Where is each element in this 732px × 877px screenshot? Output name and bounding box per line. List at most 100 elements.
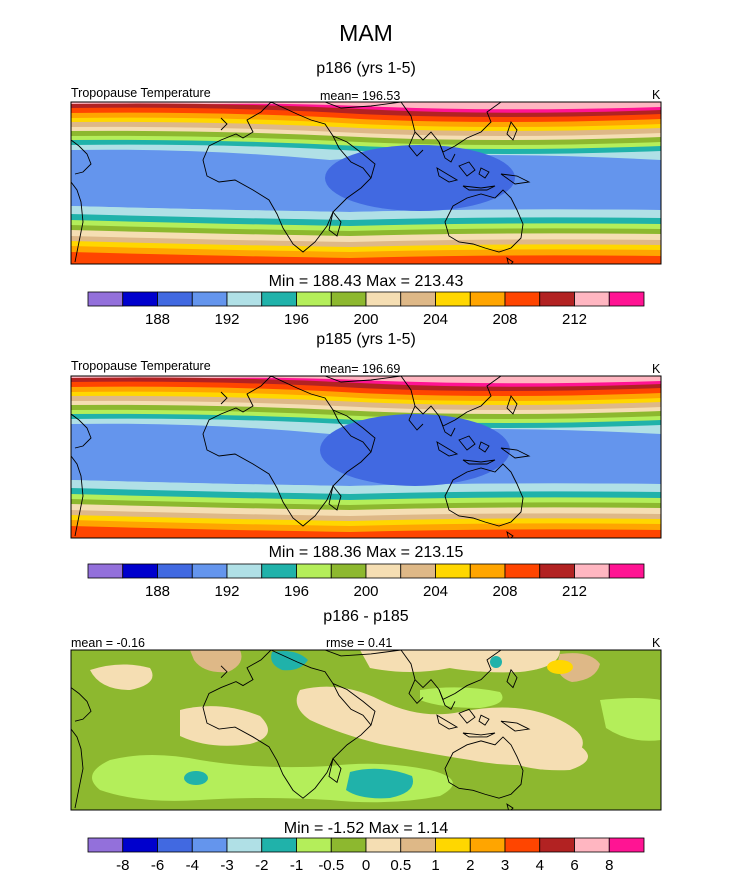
panel1-field-label: Tropopause Temperature xyxy=(71,86,211,100)
panel3-colorbar-tick-label: 8 xyxy=(605,857,613,874)
panel3-colorbar-tick-label: 2 xyxy=(466,857,474,874)
panel3-colorbar-swatch xyxy=(574,837,610,853)
panel1-colorbar-swatch xyxy=(435,291,471,307)
panel3-colorbar-swatch xyxy=(330,837,367,853)
panel2-colorbar-tick-label: 208 xyxy=(492,583,517,600)
panel3-colorbar-swatch xyxy=(435,837,471,853)
panel3-colorbar-swatch xyxy=(157,837,193,853)
panel2-colorbar-swatch xyxy=(574,563,610,579)
panel2-colorbar-tick-label: 204 xyxy=(423,583,448,600)
panel3-colorbar-tick-label: 6 xyxy=(570,857,578,874)
panel3-colorbar-tick-label: -6 xyxy=(151,857,164,874)
panel3-colorbar-tick-label: 1 xyxy=(431,857,439,874)
panel2-colorbar-tick-label: 212 xyxy=(562,583,587,600)
panel1-colorbar-swatch xyxy=(330,291,367,307)
panel1-colorbar-swatch xyxy=(261,291,297,307)
panel2-colorbar-tick-label: 196 xyxy=(284,583,309,600)
panel1-colorbar-swatch xyxy=(539,291,575,307)
panel3-units: K xyxy=(652,636,661,650)
panel1-map xyxy=(71,102,661,264)
panel3-colorbar-tick-label: 0.5 xyxy=(390,857,411,874)
panel3-colorbar-swatch xyxy=(365,837,402,853)
panel2-colorbar-swatch xyxy=(191,563,228,579)
panel2-minmax: Min = 188.36 Max = 213.15 xyxy=(268,544,464,561)
panel1-mean-label: mean= 196.53 xyxy=(320,89,401,103)
panel3-colorbar-swatch xyxy=(226,837,263,853)
panel3-colorbar-tick-label: -2 xyxy=(255,857,268,874)
panel1-colorbar-swatch xyxy=(469,291,506,307)
panel2-colorbar-tick-label: 188 xyxy=(145,583,170,600)
panel2-colorbar-swatch xyxy=(539,563,575,579)
panel1-minmax: Min = 188.43 Max = 213.43 xyxy=(268,273,464,290)
panel2-colorbar-swatch xyxy=(400,563,436,579)
panel2-colorbar-swatch xyxy=(226,563,263,579)
panel3-colorbar-swatch xyxy=(608,837,645,853)
panel3-colorbar-swatch xyxy=(400,837,436,853)
panel2-units: K xyxy=(652,362,661,376)
panel1-colorbar-tick-label: 196 xyxy=(284,311,309,328)
panel1-colorbar-swatch xyxy=(608,291,645,307)
panel1-colorbar-swatch xyxy=(87,291,124,307)
panel2-mean-label: mean= 196.69 xyxy=(320,362,401,376)
panel1-colorbar-swatch xyxy=(157,291,193,307)
panel3-mean-label: mean = -0.16 xyxy=(71,636,146,650)
panel1-colorbar-tick-label: 204 xyxy=(423,311,448,328)
panel3-colorbar-tick-label: -8 xyxy=(116,857,129,874)
panel3-colorbar-swatch xyxy=(87,837,124,853)
panel1-colorbar-swatch xyxy=(574,291,610,307)
panel1-frame xyxy=(70,101,662,265)
panel3-map xyxy=(71,650,661,810)
panel2-colorbar-swatch xyxy=(504,563,541,579)
panel3-frame xyxy=(70,649,662,811)
panel1-colorbar-tick-label: 212 xyxy=(562,311,587,328)
panel1-colorbar-tick-label: 192 xyxy=(214,311,239,328)
panel3-colorbar-swatch xyxy=(191,837,228,853)
panel3-colorbar-swatch xyxy=(261,837,297,853)
panel2-title: p185 (yrs 1-5) xyxy=(316,331,416,348)
panel3-colorbar-tick-label: 3 xyxy=(501,857,509,874)
panel3-title: p186 - p185 xyxy=(323,608,409,625)
panel3-colorbar-tick-label: 4 xyxy=(536,857,544,874)
panel2-colorbar-tick-label: 200 xyxy=(353,583,378,600)
panel2-frame xyxy=(70,375,662,539)
panel3-colorbar-swatch xyxy=(539,837,575,853)
panel3-rmse-label: rmse = 0.41 xyxy=(326,636,393,650)
panel1-colorbar-swatch xyxy=(226,291,263,307)
panel2-colorbar-swatch xyxy=(365,563,402,579)
panel1-colorbar-swatch xyxy=(122,291,158,307)
panel1-colorbar-swatch xyxy=(400,291,436,307)
panel2-colorbar: 188 192 196 200 204 208 212 xyxy=(87,563,645,600)
panel2-colorbar-swatch xyxy=(435,563,471,579)
panel2-colorbar-tick-label: 192 xyxy=(214,583,239,600)
panel1-title: p186 (yrs 1-5) xyxy=(316,60,416,77)
panel1-colorbar-tick-label: 200 xyxy=(353,311,378,328)
panel3-colorbar-swatch xyxy=(296,837,332,853)
panel2-colorbar-swatch xyxy=(330,563,367,579)
panel1-colorbar-tick-label: 208 xyxy=(492,311,517,328)
panel1-units: K xyxy=(652,88,661,102)
panel3-colorbar-swatch xyxy=(504,837,541,853)
panel3-colorbar-tick-label: -4 xyxy=(186,857,199,874)
panel3-minmax: Min = -1.52 Max = 1.14 xyxy=(283,820,449,837)
panel1-colorbar: 188 192 196 200 204 208 212 xyxy=(87,291,645,328)
panel1-colorbar-swatch xyxy=(296,291,332,307)
panel2-colorbar-swatch xyxy=(261,563,297,579)
panel2-map xyxy=(71,376,661,538)
panel2-colorbar-swatch xyxy=(157,563,193,579)
panel3-colorbar-tick-label: -1 xyxy=(290,857,303,874)
panel1-colorbar-swatch xyxy=(191,291,228,307)
panel3-colorbar: -8 -6 -4 -3 -2 -1 -0.5 0 0.5 1 2 3 4 6 8 xyxy=(87,837,645,874)
panel2-field-label: Tropopause Temperature xyxy=(71,359,211,373)
panel3-colorbar-tick-label: 0 xyxy=(362,857,370,874)
figure-title: MAM xyxy=(339,20,393,46)
panel3-colorbar-tick-label: -0.5 xyxy=(318,857,344,874)
panel3-colorbar-swatch xyxy=(122,837,158,853)
panel2-colorbar-swatch xyxy=(469,563,506,579)
panel2-colorbar-swatch xyxy=(608,563,645,579)
panel2-colorbar-swatch xyxy=(296,563,332,579)
panel1-colorbar-swatch xyxy=(365,291,402,307)
panel1-colorbar-tick-label: 188 xyxy=(145,311,170,328)
panel3-colorbar-tick-label: -3 xyxy=(220,857,233,874)
panel2-colorbar-swatch xyxy=(122,563,158,579)
